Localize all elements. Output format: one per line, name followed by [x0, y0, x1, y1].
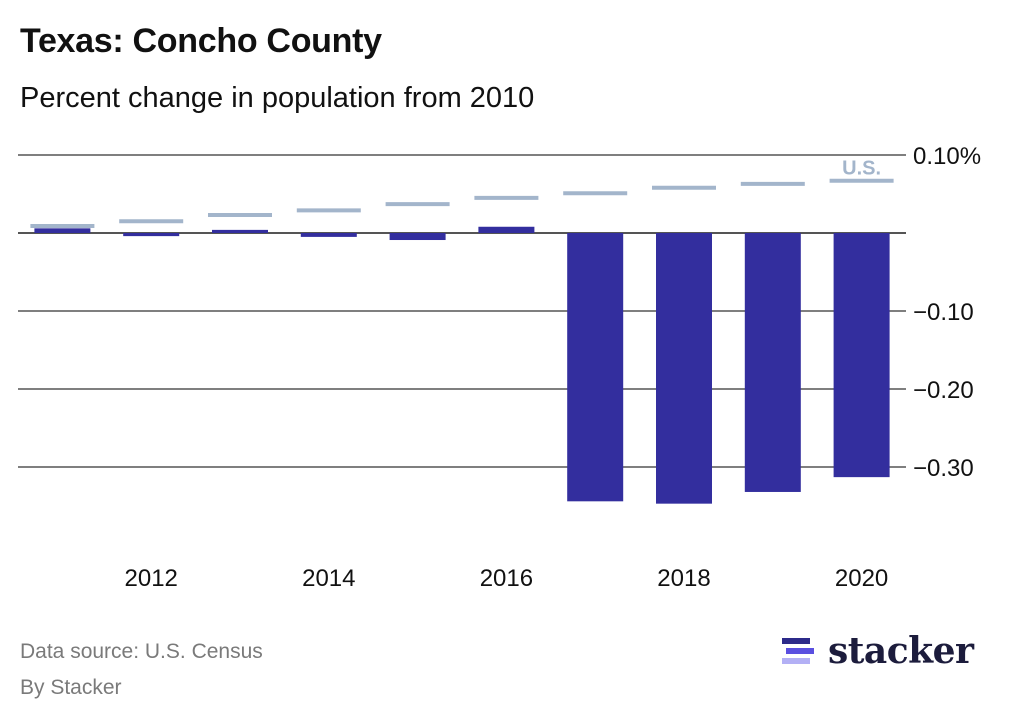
stacker-logo-icon	[782, 638, 814, 664]
y-tick-label: −0.30	[913, 455, 974, 482]
county-bar	[389, 233, 446, 241]
x-tick-label: 2020	[835, 565, 888, 592]
stacker-logo-text: stacker	[828, 630, 974, 672]
stacker-logo: stacker	[780, 630, 974, 672]
county-bar	[567, 233, 624, 502]
byline: By Stacker	[20, 676, 122, 699]
county-bar	[833, 233, 890, 478]
county-bar	[478, 226, 535, 233]
us-legend-label: U.S.	[842, 158, 881, 180]
x-tick-label: 2012	[125, 565, 178, 592]
county-bar	[34, 228, 91, 233]
county-bar	[212, 229, 268, 233]
y-tick-label: −0.20	[913, 377, 974, 404]
chart-title: Texas: Concho County	[20, 22, 382, 60]
y-tick-label: −0.10	[913, 299, 974, 326]
x-tick-label: 2018	[657, 565, 710, 592]
x-tick-label: 2014	[302, 565, 355, 592]
county-bar	[300, 233, 357, 237]
chart-plot: 0.10% −0.10 −0.20 −0.30 2012 2014 2016 2018 202…	[18, 143, 981, 592]
county-bar	[123, 233, 180, 237]
x-tick-label: 2016	[480, 565, 533, 592]
county-bar	[656, 233, 712, 504]
y-tick-label: 0.10%	[913, 143, 981, 170]
county-bar	[744, 233, 801, 492]
chart-subtitle: Percent change in population from 2010	[20, 82, 535, 114]
data-source-note: Data source: U.S. Census	[20, 640, 263, 663]
